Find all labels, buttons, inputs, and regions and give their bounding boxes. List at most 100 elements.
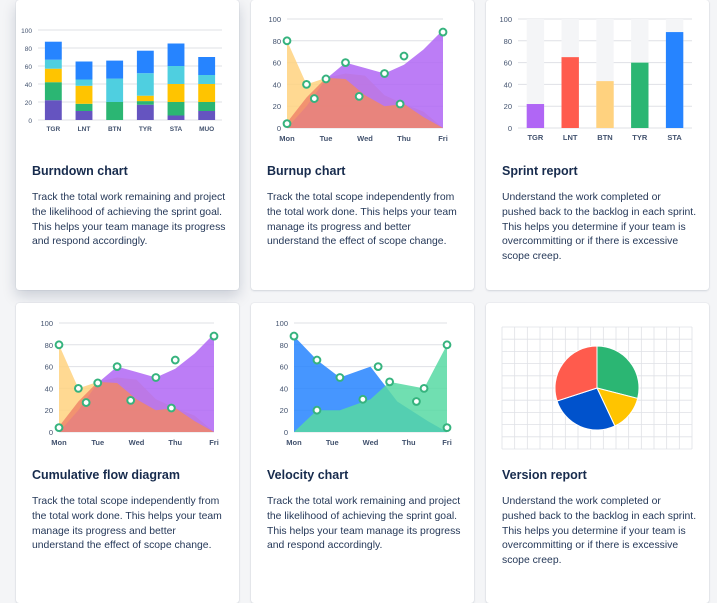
y-tick-label: 60 <box>273 59 281 68</box>
bar-segment <box>136 101 154 105</box>
data-point <box>442 423 452 433</box>
area-series <box>287 77 443 128</box>
card-burnup[interactable]: 0 20 40 60 80 100 Mon Tue Wed Thu Fri Burnup chart… <box>251 0 474 290</box>
data-point <box>112 362 122 371</box>
y-tick-label: 80 <box>45 341 53 350</box>
pie-slice <box>596 345 640 400</box>
x-tick-label: Wed <box>357 134 373 143</box>
bar-segment <box>167 43 185 66</box>
y-tick-label: 100 <box>21 28 32 35</box>
data-point <box>354 91 364 101</box>
x-tick-label: TYR <box>139 126 152 133</box>
x-tick-label: Fri <box>209 438 219 447</box>
bar-segment <box>136 73 154 96</box>
data-point <box>282 36 292 46</box>
bar <box>596 81 614 128</box>
card-velocity[interactable]: 0 20 40 60 80 100 Mon Tue Wed Thu Fri Velocity cha… <box>251 303 474 603</box>
card-sprint-report[interactable]: 0 20 40 60 80 100 TGR LNT BTN TYR STA Sprint repor… <box>486 0 709 290</box>
velocity-chart: 0 20 40 60 80 100 Mon Tue Wed Thu Fri <box>275 319 452 447</box>
x-tick-label: Tue <box>326 438 339 447</box>
bar-segment <box>136 104 154 120</box>
bar-segment <box>75 111 93 120</box>
card-description: Track the total work remaining and proje… <box>267 496 461 552</box>
bar-segment <box>106 60 124 79</box>
y-tick-label: 20 <box>25 100 33 107</box>
y-tick-label: 40 <box>504 80 512 89</box>
bar-segment <box>167 66 185 84</box>
y-tick-label: 100 <box>40 319 53 328</box>
x-tick-label: MUO <box>199 126 214 133</box>
x-tick-label: Thu <box>397 134 411 143</box>
bar-segment <box>106 102 124 120</box>
data-point <box>81 398 91 407</box>
y-tick-label: 80 <box>273 37 281 46</box>
x-tick-label: Fri <box>438 134 448 143</box>
card-title: Sprint report <box>502 164 578 178</box>
x-tick-label: LNT <box>78 126 91 133</box>
burnup-chart: 0 20 40 60 80 100 Mon Tue Wed Thu Fri <box>268 15 448 143</box>
data-point <box>395 99 405 109</box>
bar <box>665 32 684 128</box>
area-series <box>294 336 447 432</box>
cumulative-flow-chart: 0 20 40 60 80 100 Mon Tue Wed Thu Fri <box>40 319 219 447</box>
y-tick-label: 20 <box>273 102 281 111</box>
x-tick-label: Tue <box>91 438 104 447</box>
x-tick-label: BTN <box>597 133 612 142</box>
data-point <box>73 384 83 393</box>
x-tick-label: Mon <box>51 438 67 447</box>
x-tick-label: BTN <box>108 126 122 133</box>
bar-segment <box>198 84 216 102</box>
y-tick-label: 0 <box>508 124 512 133</box>
data-point <box>341 58 350 67</box>
bar <box>526 104 545 128</box>
bar-segment <box>75 79 93 86</box>
bar-segment <box>136 50 154 74</box>
card-version-report[interactable]: Version report Understand the work compl… <box>486 303 709 603</box>
data-point <box>282 119 292 129</box>
data-point <box>312 355 322 365</box>
y-tick-label: 60 <box>25 64 33 71</box>
data-point <box>312 405 322 415</box>
card-description: Understand the work completed or pushed … <box>502 496 697 567</box>
data-point <box>321 74 331 84</box>
y-tick-label: 0 <box>284 428 288 437</box>
bar-segment <box>198 57 216 75</box>
bar-background <box>526 19 545 128</box>
card-burndown[interactable]: 0 20 40 60 80 100 TGR LNT BTN TYR STA MUO Burndown … <box>16 0 239 290</box>
bar-segment <box>44 41 62 60</box>
data-point <box>170 355 180 365</box>
bar-segment <box>167 102 185 116</box>
y-tick-label: 40 <box>45 384 53 393</box>
x-tick-label: Thu <box>168 438 182 447</box>
data-point <box>289 331 299 341</box>
card-title: Version report <box>502 468 587 482</box>
data-point <box>126 395 136 405</box>
data-point <box>54 340 64 350</box>
y-tick-label: 100 <box>275 319 288 328</box>
y-tick-label: 40 <box>25 82 33 89</box>
y-tick-label: 100 <box>268 15 281 24</box>
y-tick-label: 0 <box>28 118 32 125</box>
data-point <box>302 80 311 89</box>
version-report-chart <box>501 326 693 450</box>
card-description: Understand the work completed or pushed … <box>502 192 697 263</box>
bar-segment <box>136 95 154 102</box>
card-title: Velocity chart <box>267 468 349 482</box>
y-tick-label: 60 <box>45 363 53 372</box>
bar-segment <box>44 59 62 69</box>
card-title: Cumulative flow diagram <box>32 468 180 482</box>
y-tick-label: 0 <box>49 428 53 437</box>
data-point <box>358 394 368 404</box>
bar-segment <box>106 78 124 102</box>
data-point <box>166 403 176 413</box>
y-tick-label: 20 <box>45 406 53 415</box>
data-point <box>54 423 64 433</box>
x-tick-label: LNT <box>563 133 578 142</box>
x-tick-label: Wed <box>363 438 379 447</box>
card-cumulative-flow[interactable]: 0 20 40 60 80 100 Mon Tue Wed Thu Fri Cumulative f… <box>16 303 239 603</box>
data-point <box>399 51 409 61</box>
x-tick-label: Thu <box>402 438 416 447</box>
data-point <box>438 27 448 37</box>
y-tick-label: 80 <box>280 341 288 350</box>
bar-segment <box>198 75 216 84</box>
